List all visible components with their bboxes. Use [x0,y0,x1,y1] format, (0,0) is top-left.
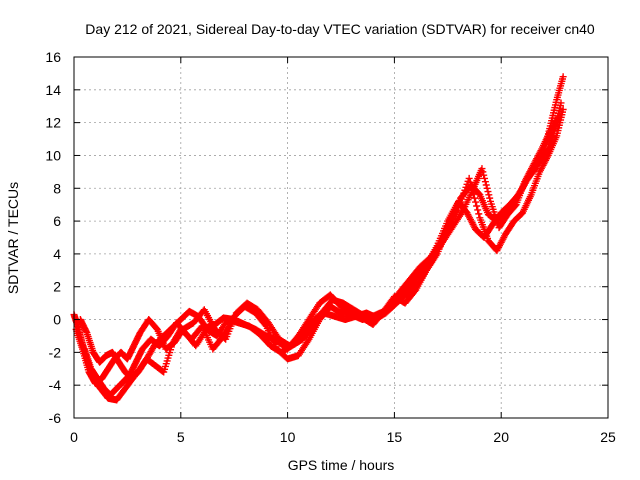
data-point-marker [481,174,489,182]
series-layer [70,73,567,404]
chart-title: Day 212 of 2021, Sidereal Day-to-day VTE… [85,21,595,37]
x-tick-label: 0 [70,429,78,445]
tick-layer: 0 5 10 15 20 25 -6 -4 -2 0 2 4 6 8 10 12 14 16 [45,49,616,445]
data-point-marker [483,184,491,192]
data-point-marker [480,171,488,179]
y-tick-label: 12 [45,115,61,131]
data-point-marker [559,106,567,114]
y-tick-label: -2 [49,344,62,360]
data-point-marker [481,178,489,186]
data-point-marker [484,188,492,196]
x-axis-label: GPS time / hours [288,457,395,473]
x-tick-label: 25 [600,429,616,445]
y-tick-label: 8 [53,180,61,196]
y-tick-label: -6 [49,410,62,426]
data-point-marker [482,181,490,189]
data-point-marker [473,202,481,210]
data-point-marker [465,174,473,182]
data-point-marker [543,146,551,154]
x-tick-label: 15 [387,429,403,445]
plot-frame [73,56,609,419]
y-axis-label: SDTVAR / TECUs [5,182,21,294]
series-track-d [72,99,565,388]
y-tick-label: 0 [53,312,61,328]
x-tick-label: 10 [280,429,296,445]
x-tick-label: 20 [493,429,509,445]
data-point-marker [472,198,480,206]
data-point-marker [479,168,487,176]
y-tick-label: 2 [53,279,61,295]
data-point-marker [485,191,493,199]
y-tick-label: 4 [53,246,61,262]
y-tick-label: 10 [45,147,61,163]
data-point-marker [474,206,482,214]
data-point-marker [557,99,565,107]
y-tick-label: 16 [45,49,61,65]
y-tick-label: -4 [49,377,62,393]
y-tick-label: 14 [45,82,61,98]
y-tick-label: 6 [53,213,61,229]
x-tick-label: 5 [177,429,185,445]
data-point-marker [475,210,483,218]
data-point-marker [559,73,567,81]
data-point-marker [486,194,494,202]
data-point-marker [478,165,486,173]
